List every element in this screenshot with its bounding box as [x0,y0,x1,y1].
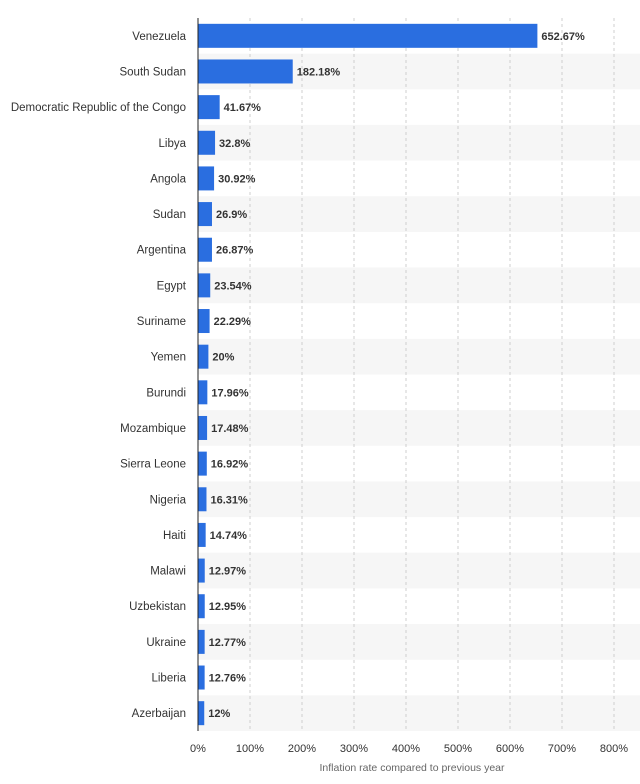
value-label: 20% [212,352,234,364]
category-label: Angola [150,173,186,185]
bar [198,629,205,654]
category-label: Mozambique [120,423,186,435]
value-label: 12% [208,708,230,720]
category-label: Democratic Republic of the Congo [11,102,186,114]
bar [198,273,211,298]
category-label: Burundi [146,387,186,399]
bar [198,59,293,84]
x-tick-label: 800% [600,743,628,755]
row-band [198,481,640,518]
value-label: 26.9% [216,209,247,221]
x-tick-label: 500% [444,743,472,755]
value-label: 17.48% [211,423,249,435]
category-label: Haiti [163,530,186,542]
value-label: 12.77% [209,637,247,649]
bar [198,594,205,619]
row-band [198,338,640,375]
row-band [198,695,640,731]
category-label: Uzbekistan [129,601,186,613]
bar [198,95,220,120]
category-label: Venezuela [132,31,186,43]
bar [198,415,208,440]
x-tick-label: 200% [288,743,316,755]
row-band [198,124,640,161]
bar [198,451,207,476]
bar [198,665,205,690]
category-label: Yemen [151,352,186,364]
x-tick-label: 100% [236,743,264,755]
bar [198,701,205,726]
category-labels: Venezuela South Sudan Democratic Republic … [11,31,187,720]
row-band [198,624,640,660]
grid-lines [249,18,615,731]
bars [198,23,538,726]
bar [198,487,207,512]
x-tick-label: 600% [496,743,524,755]
value-label: 12.76% [209,673,247,685]
x-axis-tick-labels: 0% 100% 200% 300% 400% 500% 600% 700% 800% [190,743,628,755]
x-axis-title: Inflation rate compared to previous year [319,762,505,774]
bar [198,380,208,405]
bar [198,522,206,547]
value-label: 182.18% [297,66,341,78]
x-tick-label: 400% [392,743,420,755]
bar [198,344,209,369]
value-label: 23.54% [214,280,252,292]
bar [198,309,210,334]
row-band [198,196,640,232]
value-label: 30.92% [218,173,256,185]
value-label: 17.96% [211,387,249,399]
category-label: Liberia [151,673,186,685]
value-label: 16.31% [210,494,248,506]
row-band [198,410,640,446]
category-label: Nigeria [150,494,187,506]
value-label: 26.87% [216,245,254,257]
category-label: Ukraine [146,637,186,649]
value-labels: 652.67% 182.18% 41.67% 32.8% 30.92% 26.9% 26.8… [208,31,585,720]
category-label: South Sudan [119,66,186,78]
value-label: 41.67% [224,102,262,114]
x-tick-label: 0% [190,743,206,755]
category-label: Sudan [153,209,186,221]
value-label: 12.95% [209,601,247,613]
bar [198,130,216,155]
category-label: Sierra Leone [120,459,186,471]
value-label: 32.8% [219,138,250,150]
bar [198,558,205,583]
row-bands [198,53,640,731]
bar [198,166,215,191]
category-label: Malawi [150,566,186,578]
x-tick-label: 700% [548,743,576,755]
category-label: Azerbaijan [132,708,186,720]
value-label: 12.97% [209,566,247,578]
x-tick-label: 300% [340,743,368,755]
value-label: 16.92% [211,459,249,471]
value-label: 14.74% [210,530,248,542]
category-label: Argentina [137,245,187,257]
category-label: Suriname [137,316,186,328]
value-label: 652.67% [541,31,585,43]
bar [198,202,212,227]
bar [198,23,538,48]
row-band [198,267,640,304]
bar [198,237,212,262]
row-band [198,552,640,589]
category-label: Libya [159,138,187,150]
category-label: Egypt [157,280,187,292]
value-label: 22.29% [214,316,252,328]
